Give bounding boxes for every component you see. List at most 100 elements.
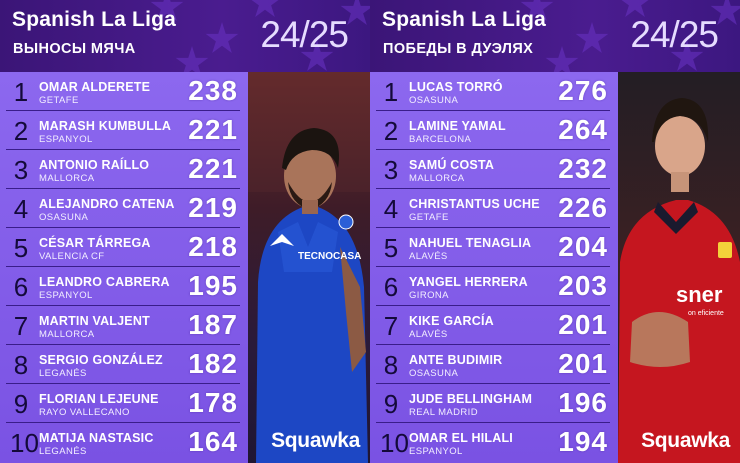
player-name: KIKE GARCÍA [409, 314, 494, 328]
rank-number: 1 [13, 77, 29, 107]
player-name: OMAR EL HILALI [409, 431, 513, 445]
table-row: 3 SAMÚ COSTA MALLORCA 232 [376, 150, 610, 189]
club-name: RAYO VALLECANO [39, 407, 130, 418]
stat-value: 196 [558, 387, 608, 418]
player-name: SERGIO GONZÁLEZ [39, 353, 163, 367]
rank-number: 2 [383, 116, 399, 146]
league-title: Spanish La Liga [382, 8, 547, 31]
rank-number: 4 [383, 194, 399, 224]
club-name: GIRONA [409, 290, 449, 301]
rank-number: 10 [10, 428, 39, 458]
stat-value: 264 [558, 114, 608, 145]
stat-value: 194 [558, 426, 608, 457]
stat-value: 221 [188, 114, 238, 145]
rank-number: 8 [383, 350, 399, 380]
table-row: 7 MARTIN VALJENT MALLORCA 187 [6, 306, 240, 345]
club-name: MALLORCA [39, 173, 95, 184]
player-name: ANTONIO RAÍLLO [39, 158, 150, 172]
player-name: ALEJANDRO CATENA [39, 197, 175, 211]
club-name: OSASUNA [409, 368, 459, 379]
player-name: LEANDRO CABRERA [39, 275, 170, 289]
player-name: LAMINE YAMAL [409, 119, 506, 133]
club-name: LEGANÉS [39, 368, 87, 379]
table-row: 9 FLORIAN LEJEUNE RAYO VALLECANO 178 [6, 384, 240, 423]
player-silhouette: sner on eficiente [618, 98, 740, 463]
table-row: 3 ANTONIO RAÍLLO MALLORCA 221 [6, 150, 240, 189]
stat-value: 221 [188, 153, 238, 184]
panel-clearances: Spanish La Liga ВЫНОСЫ МЯЧА 24/25 1 OMAR… [0, 0, 370, 463]
ranking-list: 1 OMAR ALDERETE GETAFE 238 2 MARASH KUMB… [0, 72, 248, 463]
table-row: 9 JUDE BELLINGHAM REAL MADRID 196 [376, 384, 610, 423]
rank-number: 1 [383, 77, 399, 107]
season-label: 24/25 [260, 14, 349, 55]
table-row: 1 LUCAS TORRÓ OSASUNA 276 [376, 72, 610, 111]
club-name: OSASUNA [409, 95, 459, 106]
table-row: 8 ANTE BUDIMIR OSASUNA 201 [376, 345, 610, 384]
club-name: MALLORCA [409, 173, 465, 184]
table-row: 8 SERGIO GONZÁLEZ LEGANÉS 182 [6, 345, 240, 384]
player-silhouette: TECNOCASA [248, 72, 370, 463]
player-name: CÉSAR TÁRREGA [39, 236, 151, 250]
club-name: ALAVÉS [409, 329, 448, 340]
table-row: 4 ALEJANDRO CATENA OSASUNA 219 [6, 189, 240, 228]
player-name: JUDE BELLINGHAM [409, 392, 533, 406]
stat-value: 201 [558, 309, 608, 340]
stat-value: 204 [558, 231, 608, 262]
rank-number: 10 [380, 428, 409, 458]
header-banner: Spanish La Liga ПОБЕДЫ В ДУЭЛЯХ 24/25 [370, 0, 740, 72]
stat-value: 226 [558, 192, 608, 223]
table-row: 6 YANGEL HERRERA GIRONA 203 [376, 267, 610, 306]
stat-value: 182 [188, 348, 238, 379]
table-row: 2 MARASH KUMBULLA ESPANYOL 221 [6, 111, 240, 150]
header-banner: Spanish La Liga ВЫНОСЫ МЯЧА 24/25 [0, 0, 370, 72]
player-name: NAHUEL TENAGLIA [409, 236, 532, 250]
player-name: CHRISTANTUS UCHE [409, 197, 540, 211]
stat-title: ВЫНОСЫ МЯЧА [13, 41, 136, 57]
club-name: ESPANYOL [409, 446, 463, 457]
stat-value: 201 [558, 348, 608, 379]
club-name: VALENCIA CF [39, 251, 105, 262]
squawka-logo: Squawka [271, 429, 360, 452]
stat-value: 178 [188, 387, 238, 418]
player-name: SAMÚ COSTA [409, 158, 495, 172]
player-name: FLORIAN LEJEUNE [39, 392, 159, 406]
squawka-logo: Squawka [641, 429, 730, 452]
club-name: MALLORCA [39, 329, 95, 340]
stat-value: 195 [188, 270, 238, 301]
star-decoration [575, 22, 609, 53]
rank-number: 7 [13, 311, 29, 341]
rank-number: 8 [13, 350, 29, 380]
club-name: ESPANYOL [39, 134, 93, 145]
player-name: MARASH KUMBULLA [39, 119, 172, 133]
stat-value: 276 [558, 75, 608, 106]
table-row: 5 NAHUEL TENAGLIA ALAVÉS 204 [376, 228, 610, 267]
shirt-sponsor: sner [676, 282, 723, 307]
stat-value: 232 [558, 153, 608, 184]
star-decoration [520, 0, 554, 21]
player-name: OMAR ALDERETE [39, 80, 151, 94]
rank-number: 9 [13, 389, 29, 419]
rank-number: 3 [383, 155, 399, 185]
player-photo: sner on eficiente Squawka [618, 72, 740, 463]
table-row: 1 OMAR ALDERETE GETAFE 238 [6, 72, 240, 111]
table-row: 7 KIKE GARCÍA ALAVÉS 201 [376, 306, 610, 345]
star-decoration [150, 0, 184, 21]
table-row: 5 CÉSAR TÁRREGA VALENCIA CF 218 [6, 228, 240, 267]
rank-number: 9 [383, 389, 399, 419]
player-name: LUCAS TORRÓ [409, 80, 503, 94]
player-photo: TECNOCASA Squawka [248, 72, 370, 463]
table-row: 4 CHRISTANTUS UCHE GETAFE 226 [376, 189, 610, 228]
rank-number: 7 [383, 311, 399, 341]
stat-value: 219 [188, 192, 238, 223]
rank-number: 5 [13, 233, 29, 263]
star-decoration [545, 46, 579, 72]
rank-number: 5 [383, 233, 399, 263]
table-row: 10 OMAR EL HILALI ESPANYOL 194 [376, 423, 610, 461]
player-name: MARTIN VALJENT [39, 314, 150, 328]
star-decoration [175, 46, 209, 72]
league-title: Spanish La Liga [12, 8, 177, 31]
stat-title: ПОБЕДЫ В ДУЭЛЯХ [383, 41, 534, 57]
club-name: ALAVÉS [409, 251, 448, 262]
ranking-list: 1 LUCAS TORRÓ OSASUNA 276 2 LAMINE YAMAL… [370, 72, 618, 463]
